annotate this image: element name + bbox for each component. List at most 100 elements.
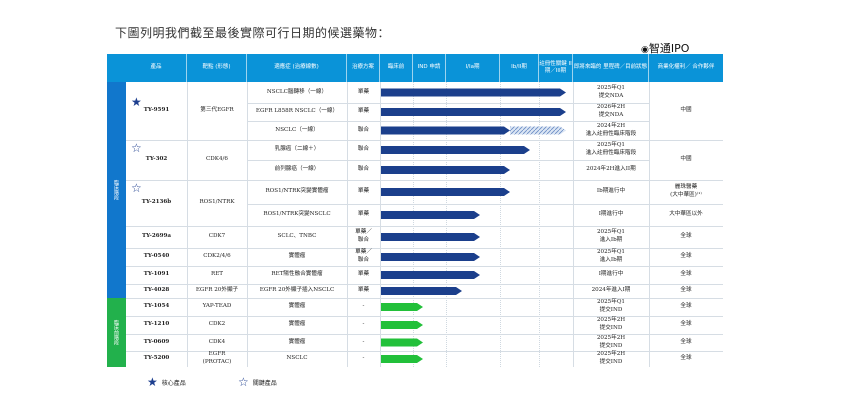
stage-bar [381,188,510,196]
product-name: TY-1091 [143,271,170,278]
key-product-star-icon: ☆ [131,141,142,155]
header-pivotal: 註冊性關鍵 II期／III期 [539,54,573,82]
product-target: CDK2 [208,321,226,328]
stage-bar [381,108,566,116]
rights-cell: 麗珠醫藥 (大中華區)⁽¹⁾ [670,184,702,198]
milestone-cell: 2025年2H 提交IND [596,317,626,331]
regimen-cell: - [362,321,365,328]
indication-cell: 實體瘤 [288,338,306,345]
product-target: CDK2/4/6 [203,253,231,260]
indication-cell: 前列腺癌（一線） [274,166,320,173]
product-name: TY-2699a [141,233,172,240]
rights-cell: 大中華區以外 [669,211,703,218]
regimen-cell: 單藥／ 聯合 [355,229,372,243]
page-title: 下圖列明我們截至最後實際可行日期的候選藥物： [115,26,391,40]
regimen-cell: 單藥 [357,188,370,195]
indication-cell: 實體瘤 [288,303,306,310]
regimen-cell: 聯合 [357,146,370,153]
product-name: TY-4028 [143,287,170,294]
milestone-cell: 2024年2H 進入註冊性臨床階段 [585,122,637,137]
milestone-cell: 2025年Q1 進入Ib期 [597,229,625,243]
regimen-cell: 單藥 [357,271,370,278]
milestone-cell: 2024年進入I期 [591,287,631,294]
product-target: CDK4 [208,338,226,345]
product-name: TY-2136b [141,199,172,206]
regimen-cell: - [362,355,365,362]
indication-cell: ROS1/NTRK突變實體瘤 [265,188,329,195]
milestone-cell: 2026年2H 提交NDA [596,104,626,118]
header-ind: IND 申請 [413,54,446,82]
watermark-logo: ◉智通IPO [641,42,690,55]
header-corner [107,54,126,82]
core-star-icon: ★ [147,375,158,389]
header-rights: 商業化權利／ 合作夥伴 [649,54,723,82]
indication-cell: NSCLC腦轉移（一線） [266,88,328,95]
milestone-cell: Ib期進行中 [596,188,626,195]
rights-cell: 全球 [680,287,692,294]
regimen-cell: 單藥 [357,211,370,218]
regimen-cell: 單藥／ 聯合 [355,249,372,263]
indication-cell: RET陽性融合實體瘤 [271,271,323,278]
stage-bar [381,146,530,154]
product-target: 第三代EGFR [200,107,234,114]
product-target: CDK7 [208,233,226,240]
product-name: TY-1210 [143,321,170,328]
stage-bar [381,88,566,97]
regimen-cell: 聯合 [357,126,370,133]
indication-cell: EGFR L858R NSCLC（一線） [255,108,339,115]
core-product-star-icon: ★ [131,95,142,109]
product-target: EGFR 20外顯子 [195,287,239,294]
product-name: TY-1054 [143,303,170,310]
side-label-preclinical: 臨床前階段 [107,298,126,367]
indication-cell: 實體瘤 [288,253,306,260]
rights-cell: 中國 [680,156,692,163]
indication-cell: ROS1/NTRK突變NSCLC [263,211,331,218]
stage-bar [381,303,423,311]
indication-cell: NSCLC [286,355,308,362]
progress-bars [381,88,566,363]
milestone-cell: I期進行中 [598,271,624,278]
stage-bar [381,253,480,261]
rights-cell: 全球 [680,321,692,328]
milestone-cell: 2025年Q1 進入Ib期 [597,249,625,263]
stage-bar [381,355,423,363]
milestone-cell: 2025年Q1 進入註冊性臨床階段 [585,142,637,156]
stage-bar [381,126,510,135]
product-name: TY-0540 [143,253,170,260]
header-regimen: 治療方案 [347,54,380,82]
regimen-cell: - [362,303,365,310]
rights-cell: 全球 [680,233,692,240]
header-phase1: I/Ia期 [446,54,500,82]
rights-cell: 全球 [680,338,692,345]
key-product-star-icon: ☆ [131,181,142,195]
stage-bar [381,338,423,347]
pipeline-table: 臨床階段 臨床前階段 產品 靶點 (形態) 適應症 (治療線數) 治療方案 臨床… [107,54,723,367]
milestone-cell: 2025年2H 提交IND [596,351,626,365]
rights-cell: 中國 [680,107,692,114]
rights-cell: 全球 [680,355,692,362]
milestone-cell: 2025年Q1 提交NDA [597,84,625,99]
product-name: TY-302 [145,156,168,163]
regimen-cell: - [362,338,365,345]
header-product: 產品 [126,54,187,82]
product-name: TY-9591 [143,107,170,114]
header-indication: 適應症 (治療線數) [247,54,347,82]
product-target: RET [210,271,224,278]
indication-cell: NSCLC（一線） [275,126,319,133]
milestone-cell: 2025年2H 提交IND [596,334,626,349]
milestone-cell: I期進行中 [598,211,624,218]
rights-cell: 全球 [680,271,692,278]
legend-key: ☆ 關鍵產品 [238,375,277,389]
product-target: EGFR (PROTAC) [202,351,232,365]
header-preclinical: 臨床前 [380,54,413,82]
header-milestone: 即將來臨的 里程碑／目前狀態 [573,54,649,82]
product-target: YAP-TEAD [202,303,232,310]
indication-cell: 實體瘤 [288,321,306,328]
product-target: ROS1/NTRK [199,199,235,206]
header-target: 靶點 (形態) [187,54,247,82]
rights-cell: 全球 [680,253,692,260]
stage-bar [381,287,462,295]
stage-bar [381,166,510,174]
stage-bar [381,211,480,219]
watermark-text: 智通IPO [648,42,690,55]
